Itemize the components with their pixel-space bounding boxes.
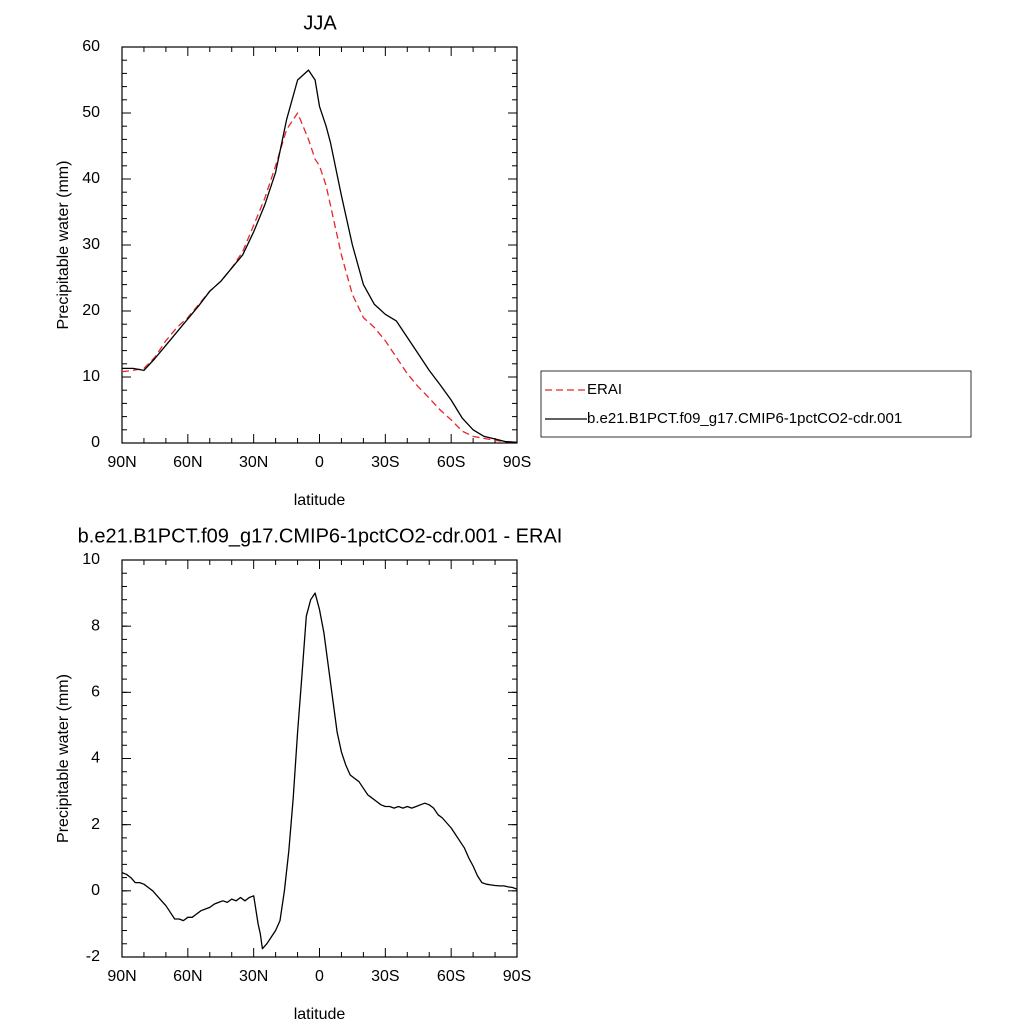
y-tick-label: 10 [82,551,100,568]
chart-panel-1: JJA 90N 60N 30N 0 30S 60S 90S 0 10 20 30 40 50 60 latit… [55,12,972,509]
series-line-difference [121,592,518,950]
y-tick-label: -2 [86,948,100,965]
y-tick-label: 20 [82,302,100,319]
plot-frame [121,559,518,958]
legend-label: b.e21.B1PCT.f09_g17.CMIP6-1pctCO2-cdr.00… [587,410,902,427]
y-tick-label: 0 [91,882,100,899]
y-tick-label: 2 [91,816,100,833]
legend-box [540,370,972,438]
y-tick-label: 8 [91,617,100,634]
y-tick-label: 40 [82,170,100,187]
x-tick-label: 60N [173,454,202,471]
legend: ERAI b.e21.B1PCT.f09_g17.CMIP6-1pctCO2-cd… [540,370,972,438]
y-tick-label: 50 [82,104,100,121]
x-tick-label: 90N [107,968,136,985]
x-tick-label: 30S [371,454,399,471]
x-tick-label: 30S [371,968,399,985]
chart-title: JJA [303,12,337,34]
x-tick-label: 0 [315,454,324,471]
x-tick-label: 30N [239,454,268,471]
y-tick-label: 0 [91,434,100,451]
chart-panel-2: b.e21.B1PCT.f09_g17.CMIP6-1pctCO2-cdr.00… [55,525,562,1023]
series-line-erai [121,112,518,443]
x-axis-label: latitude [294,492,346,509]
y-tick-label: 60 [82,38,100,55]
x-axis-label: latitude [294,1006,346,1023]
y-tick-label: 10 [82,368,100,385]
x-tick-label: 90S [503,454,531,471]
y-axis-label: Precipitable water (mm) [55,161,72,330]
x-tick-label: 30N [239,968,268,985]
x-tick-label: 60S [437,968,465,985]
x-tick-label: 90S [503,968,531,985]
y-tick-label: 4 [91,750,100,767]
y-axis-label: Precipitable water (mm) [55,674,72,843]
x-tick-label: 90N [107,454,136,471]
x-tick-label: 0 [315,968,324,985]
y-tick-label: 30 [82,236,100,253]
chart-title: b.e21.B1PCT.f09_g17.CMIP6-1pctCO2-cdr.00… [78,525,563,547]
series-line-model [122,69,518,443]
y-tick-label: 6 [91,684,100,701]
x-tick-label: 60S [437,454,465,471]
legend-label: ERAI [587,381,622,398]
x-tick-label: 60N [173,968,202,985]
